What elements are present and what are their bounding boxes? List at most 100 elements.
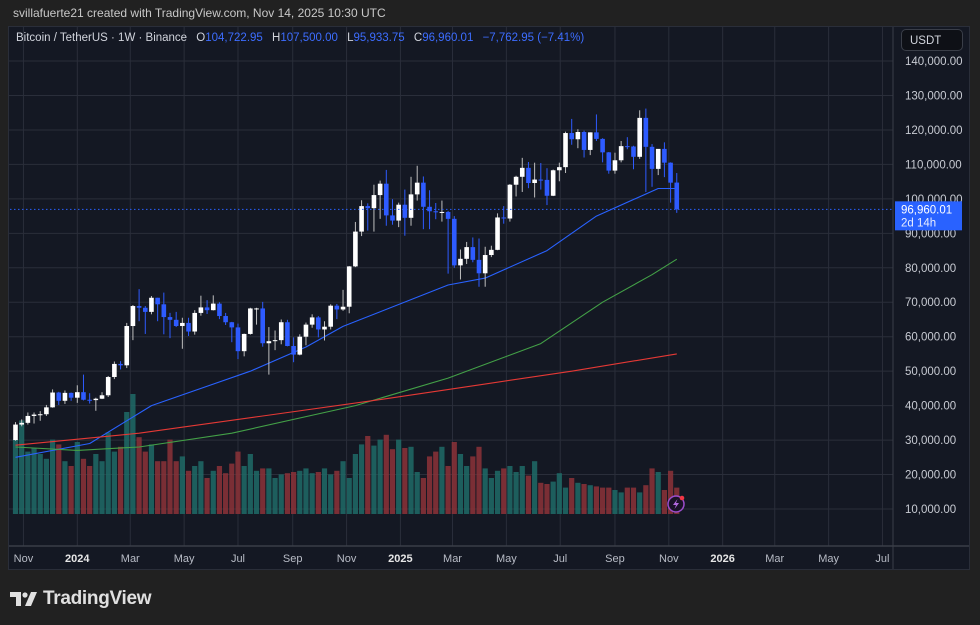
candle-body — [229, 322, 235, 328]
candle-body — [37, 414, 43, 416]
symbol-title[interactable]: Bitcoin / TetherUS · 1W · Binance — [16, 32, 188, 44]
candle — [507, 184, 513, 222]
candle-body — [217, 303, 222, 317]
candle — [662, 142, 667, 178]
volume-bar — [315, 472, 321, 514]
volume-bar — [241, 466, 247, 514]
candle-body — [167, 317, 173, 320]
volume-bar — [562, 487, 569, 514]
currency-button[interactable]: USDT — [901, 29, 963, 51]
volume-bar — [334, 470, 340, 514]
volume-bar — [161, 461, 167, 514]
candle — [161, 292, 167, 335]
candle-body — [587, 132, 593, 150]
volume-bar — [321, 468, 328, 514]
candle — [451, 216, 457, 268]
candle-body — [31, 414, 37, 416]
candle — [495, 213, 500, 251]
candle — [637, 110, 642, 159]
price-tick-label: 10,000.00 — [905, 504, 956, 516]
time-tick-label: Mar — [443, 553, 462, 565]
candle-body — [99, 395, 105, 399]
open-label: O — [196, 32, 206, 44]
candle — [575, 129, 581, 149]
candle-body — [136, 306, 142, 308]
candle-body — [377, 183, 383, 196]
candle — [625, 137, 630, 150]
high-label: H — [272, 32, 281, 44]
candle-body — [346, 266, 352, 307]
volume-bar — [136, 437, 142, 514]
candle — [402, 189, 408, 236]
candle-body — [210, 303, 216, 311]
candle — [458, 249, 463, 280]
volume-bar — [117, 446, 124, 514]
volume-bar — [494, 470, 501, 514]
candle — [217, 302, 222, 320]
volume-bar — [544, 484, 550, 514]
candle-body — [353, 231, 358, 267]
candle-body — [594, 132, 599, 139]
candle-body — [198, 307, 204, 313]
candle-body — [297, 336, 303, 355]
volume-bar — [365, 436, 371, 514]
volume-bar — [216, 466, 223, 514]
candle — [340, 289, 346, 311]
candle-body — [340, 306, 346, 310]
volume-bar — [272, 478, 278, 514]
candle — [316, 316, 321, 338]
candle-body — [600, 138, 605, 153]
volume-bar — [278, 474, 284, 514]
volume-bar — [130, 394, 136, 514]
candle — [470, 237, 476, 263]
candle-body — [204, 307, 210, 311]
candle — [112, 361, 117, 380]
candle-body — [235, 327, 241, 352]
candle — [482, 246, 488, 287]
candle — [198, 295, 204, 316]
bar-countdown: 2d 14h — [901, 217, 936, 229]
candle — [581, 130, 587, 158]
volume-bar — [43, 458, 49, 514]
candle-body — [606, 152, 612, 171]
volume-bar — [433, 451, 439, 514]
candle-body — [649, 146, 655, 169]
candle — [631, 145, 636, 170]
volume-bar — [525, 475, 532, 514]
volume-bar — [229, 463, 235, 514]
candle-body — [149, 297, 154, 312]
candle — [235, 323, 241, 360]
candle-body — [427, 206, 432, 212]
candle-body — [464, 247, 469, 259]
candle — [272, 330, 278, 351]
candle — [655, 148, 661, 176]
volume-bar — [593, 486, 600, 514]
candle-body — [396, 204, 401, 221]
candle — [408, 176, 414, 226]
candle — [37, 411, 43, 421]
candle-body — [631, 146, 636, 157]
candle — [254, 307, 259, 325]
volume-bar — [253, 470, 260, 514]
candle-body — [25, 415, 31, 423]
volume-bar — [600, 487, 606, 514]
volume-bar — [358, 444, 365, 514]
candle — [130, 304, 136, 341]
time-tick-label: Nov — [659, 553, 679, 565]
candle — [204, 300, 210, 314]
price-tick-label: 30,000.00 — [905, 435, 956, 447]
candle — [421, 176, 426, 230]
price-tick-label: 50,000.00 — [905, 366, 956, 378]
volume-bar — [185, 470, 192, 514]
lightning-icon[interactable] — [667, 495, 685, 513]
candle-body — [365, 206, 371, 209]
candle-body — [75, 392, 80, 398]
price-tick-label: 60,000.00 — [905, 332, 956, 344]
price-tick-label: 20,000.00 — [905, 470, 956, 482]
volume-bar — [68, 466, 74, 514]
candle — [13, 422, 18, 441]
moving-average-blue — [15, 187, 677, 458]
candle — [668, 162, 673, 203]
candle-body — [482, 255, 488, 274]
